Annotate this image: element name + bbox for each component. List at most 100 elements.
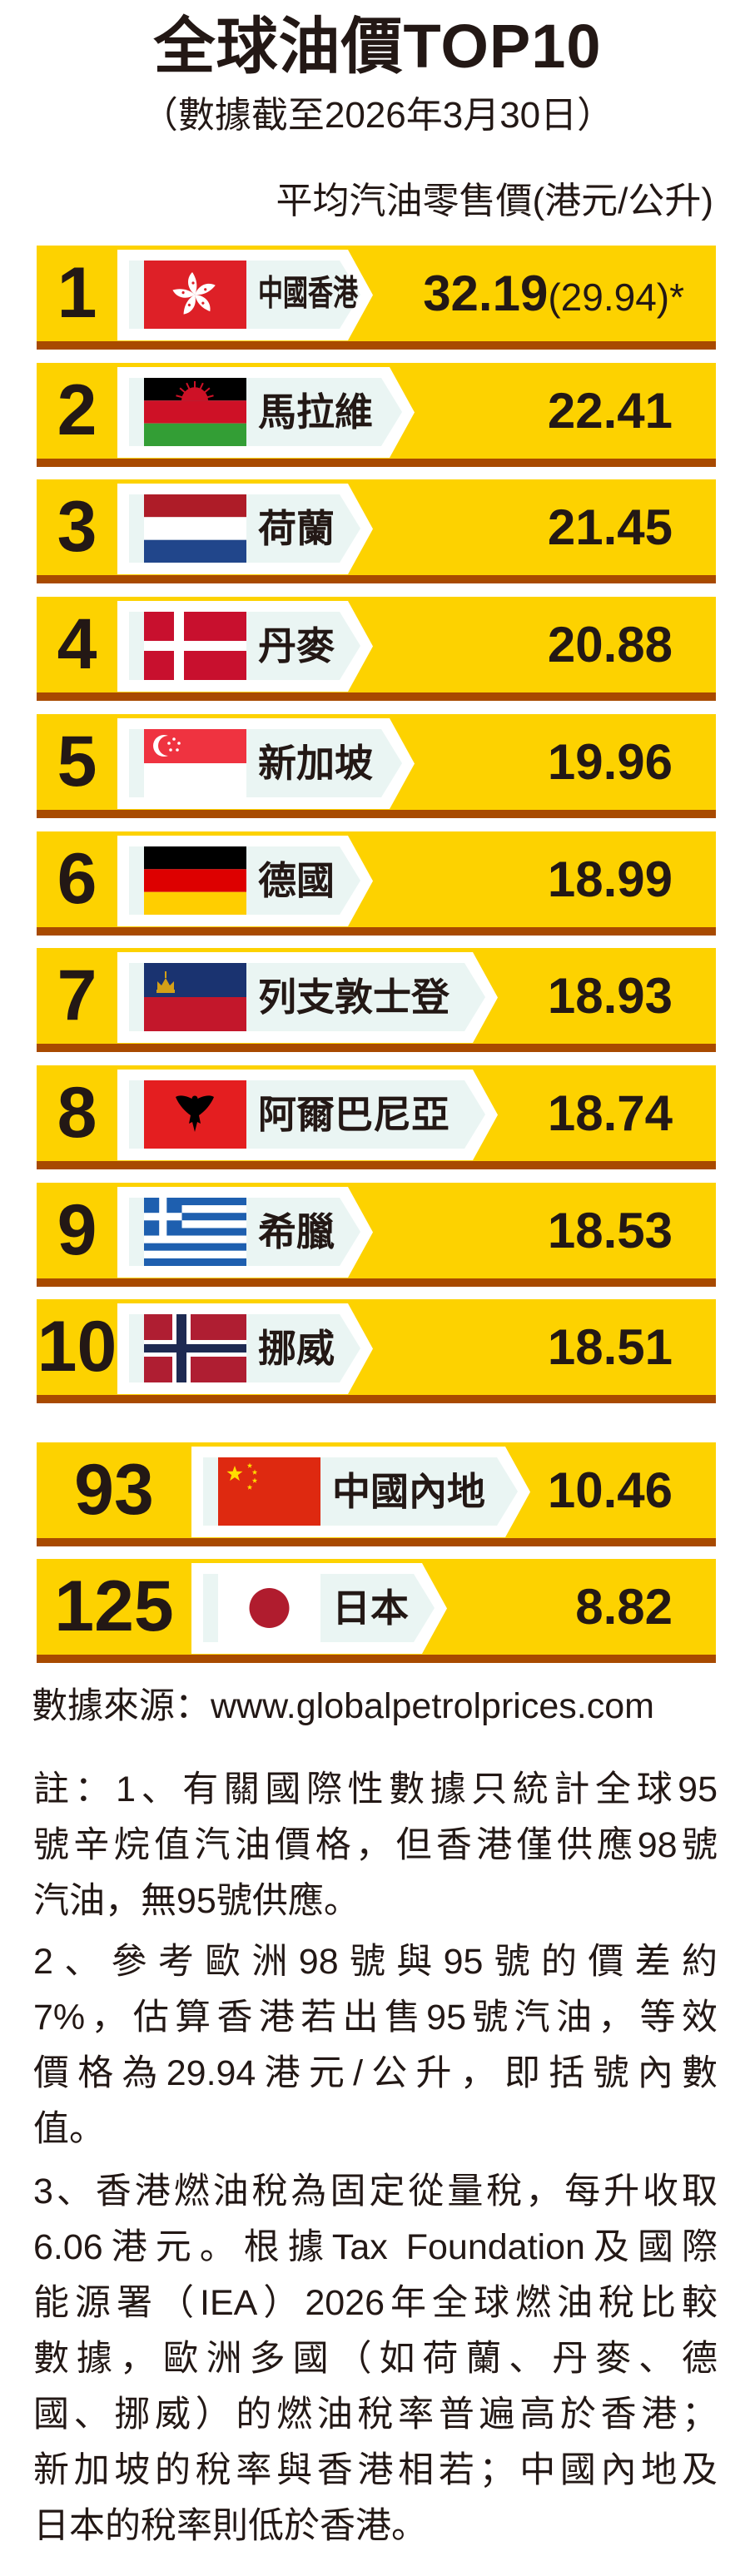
note-line: 能源署（IEA）2026年全球燃油稅比較 — [33, 2283, 718, 2323]
note-line: 6.06港元。根據Tax Foundation及國際 — [33, 2227, 718, 2267]
bar-shadow — [37, 341, 716, 350]
rank-number: 9 — [57, 1190, 97, 1270]
rank-number: 7 — [57, 955, 97, 1035]
note-line: 價格為29.94港元/公升，即括號內數 — [33, 2053, 718, 2093]
rank-number: 6 — [57, 839, 97, 919]
bar-shadow — [37, 927, 716, 936]
note-paragraph: 註：1、有關國際性數據只統計全球95 號辛烷值汽油價格，但香港僅供應98號 汽油，無… — [33, 1762, 718, 1929]
country-name: 列支敦士登 — [258, 975, 450, 1019]
rank-number: 5 — [57, 722, 97, 802]
price-value: 21.45 — [548, 479, 673, 575]
ranking-row: 7 列支敦士登 18.93 — [37, 948, 716, 1052]
note-line: 國、挪威）的燃油稅率普遍高於香港； — [33, 2395, 718, 2435]
note-line: 7%，估算香港若出售95號汽油，等效 — [33, 1998, 718, 2037]
bar-shadow — [37, 692, 716, 701]
price-value: 32.19(29.94)* — [423, 246, 684, 341]
bar-shadow — [37, 810, 716, 818]
rank-number: 8 — [57, 1073, 97, 1153]
price-main: 18.51 — [547, 1319, 673, 1375]
note-paragraph: 2、參考歐洲98號與95號的價差約 7%，估算香港若出售95號汽油，等效 價格為29… — [33, 1934, 718, 2157]
bar-shadow — [37, 1044, 716, 1052]
country-name: 挪威 — [258, 1327, 335, 1370]
price-main: 18.53 — [547, 1203, 673, 1258]
rank-number: 2 — [57, 370, 97, 450]
bar-shadow — [37, 1655, 716, 1663]
price-main: 10.46 — [547, 1462, 673, 1518]
note-line: 3、香港燃油稅為固定從量稅，每升收取 — [33, 2171, 718, 2211]
ranking-row: 125 日本 8.82 — [37, 1559, 716, 1663]
country-name: 荷蘭 — [258, 507, 335, 550]
country-name: 阿爾巴尼亞 — [258, 1093, 450, 1136]
bar-shadow — [37, 459, 716, 467]
bar-shadow — [37, 1161, 716, 1169]
note-line: 註：1、有關國際性數據只統計全球95 — [33, 1769, 718, 1809]
price-value: 8.82 — [575, 1559, 673, 1655]
japan-flag-icon — [218, 1574, 320, 1642]
ranking-row: 5 新加坡 19.96 — [37, 714, 716, 818]
rank-number: 93 — [74, 1450, 154, 1530]
rank-number: 3 — [57, 487, 97, 567]
price-value: 10.46 — [548, 1442, 673, 1538]
country-name: 馬拉維 — [258, 390, 373, 434]
price-main: 18.99 — [547, 851, 673, 907]
price-main: 21.45 — [547, 499, 673, 555]
ranking-row: 9 希臘 18.53 — [37, 1183, 716, 1287]
ranking-row: 93 中國內地 10.46 — [37, 1442, 716, 1546]
country-name: 丹麥 — [258, 624, 335, 668]
country-name: 新加坡 — [258, 742, 373, 785]
bar-shadow — [37, 1278, 716, 1287]
page-title: 全球油價TOP10 — [153, 12, 602, 81]
malawi-flag-icon — [144, 378, 246, 446]
price-main: 18.74 — [547, 1085, 673, 1141]
note-line: 2、參考歐洲98號與95號的價差約 — [33, 1942, 718, 1982]
denmark-flag-icon — [144, 612, 246, 680]
netherlands-flag-icon — [144, 494, 246, 563]
price-value: 18.51 — [548, 1299, 673, 1395]
unit-label: 平均汽油零售價(港元/公升) — [276, 181, 713, 221]
price-main: 8.82 — [575, 1579, 673, 1635]
albania-flag-icon — [144, 1080, 246, 1149]
ranking-row: 1 中國香港 32.19(29.94)* — [37, 246, 716, 350]
country-name: 德國 — [258, 859, 335, 902]
price-main: 18.93 — [547, 968, 673, 1024]
price-95-estimate: (29.94)* — [548, 275, 684, 319]
bar-shadow — [37, 575, 716, 583]
country-name: 中國內地 — [332, 1470, 485, 1513]
date-subtitle: （數據截至2026年3月30日） — [141, 95, 614, 136]
rank-number: 4 — [57, 604, 97, 684]
note-line: 汽油，無95號供應。 — [33, 1881, 360, 1921]
price-value: 18.53 — [548, 1183, 673, 1278]
china-flag-icon — [218, 1457, 320, 1526]
price-main: 32.19 — [423, 266, 549, 321]
note-line: 值。 — [33, 2109, 105, 2149]
note-line: 數據，歐洲多國（如荷蘭、丹麥、德 — [33, 2339, 718, 2379]
price-value: 18.99 — [548, 831, 673, 927]
country-name: 中國香港 — [258, 275, 358, 314]
rank-number: 10 — [37, 1307, 117, 1387]
ranking-row: 4 丹麥 20.88 — [37, 597, 716, 701]
liechtenstein-flag-icon — [144, 963, 246, 1031]
rank-number: 1 — [57, 253, 97, 333]
price-value: 19.96 — [548, 714, 673, 810]
bar-shadow — [37, 1395, 716, 1403]
ranking-row: 10 挪威 18.51 — [37, 1299, 716, 1403]
note-line: 日本的稅率則低於香港。 — [33, 2506, 427, 2546]
ranking-row: 3 荷蘭 21.45 — [37, 479, 716, 583]
note-line: 號辛烷值汽油價格，但香港僅供應98號 — [33, 1825, 718, 1865]
price-value: 20.88 — [548, 597, 673, 692]
note-line: 新加坡的稅率與香港相若；中國內地及 — [33, 2450, 718, 2490]
ranking-row: 8 阿爾巴尼亞 18.74 — [37, 1065, 716, 1169]
country-name: 日本 — [332, 1586, 409, 1630]
norway-flag-icon — [144, 1314, 246, 1382]
country-name: 希臘 — [258, 1210, 335, 1253]
data-source: 數據來源：www.globalpetrolprices.com — [32, 1686, 654, 1726]
price-value: 18.74 — [548, 1065, 673, 1161]
ranking-row: 6 德國 18.99 — [37, 831, 716, 936]
note-paragraph: 3、香港燃油稅為固定從量稅，每升收取 6.06港元。根據Tax Foundatio… — [33, 2164, 718, 2554]
price-value: 22.41 — [548, 363, 673, 459]
greece-flag-icon — [144, 1198, 246, 1266]
price-main: 20.88 — [547, 617, 673, 673]
price-main: 22.41 — [547, 383, 673, 439]
price-value: 18.93 — [548, 948, 673, 1044]
price-main: 19.96 — [547, 734, 673, 790]
